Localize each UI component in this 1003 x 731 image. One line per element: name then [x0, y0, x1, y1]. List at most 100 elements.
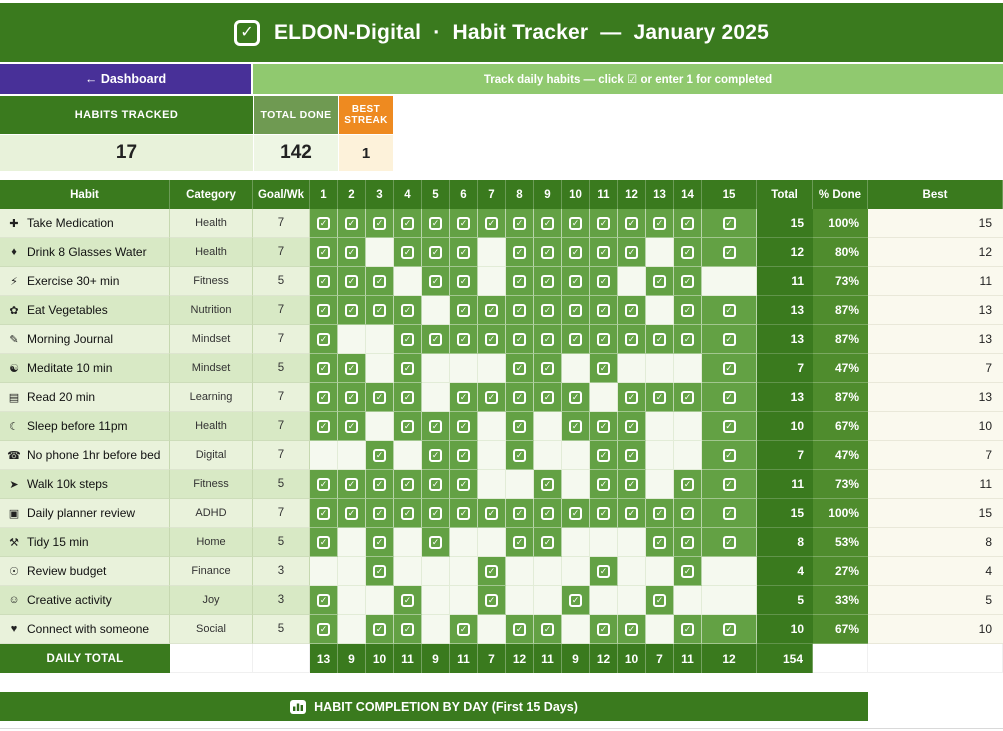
day-cell-6[interactable]	[450, 325, 478, 354]
day-cell-8[interactable]	[506, 470, 534, 499]
day-cell-4[interactable]	[394, 383, 422, 412]
day-cell-9[interactable]	[534, 412, 562, 441]
day-cell-3[interactable]	[366, 412, 394, 441]
day-cell-13[interactable]	[646, 209, 674, 238]
day-cell-5[interactable]	[422, 238, 450, 267]
day-cell-13[interactable]	[646, 238, 674, 267]
day-cell-7[interactable]	[478, 267, 506, 296]
day-cell-10[interactable]	[562, 325, 590, 354]
day-cell-10[interactable]	[562, 412, 590, 441]
day-cell-6[interactable]	[450, 615, 478, 644]
day-cell-14[interactable]	[674, 267, 702, 296]
day-cell-14[interactable]	[674, 615, 702, 644]
day-cell-11[interactable]	[590, 528, 618, 557]
day-cell-6[interactable]	[450, 238, 478, 267]
day-cell-1[interactable]	[310, 557, 338, 586]
day-cell-5[interactable]	[422, 267, 450, 296]
day-cell-9[interactable]	[534, 383, 562, 412]
day-cell-7[interactable]	[478, 557, 506, 586]
day-cell-10[interactable]	[562, 267, 590, 296]
day-cell-3[interactable]	[366, 267, 394, 296]
day-cell-1[interactable]	[310, 412, 338, 441]
day-cell-8[interactable]	[506, 296, 534, 325]
day-cell-15[interactable]	[702, 267, 757, 296]
day-cell-9[interactable]	[534, 499, 562, 528]
day-cell-2[interactable]	[338, 615, 366, 644]
day-cell-5[interactable]	[422, 499, 450, 528]
day-cell-5[interactable]	[422, 441, 450, 470]
day-cell-12[interactable]	[618, 383, 646, 412]
day-cell-10[interactable]	[562, 586, 590, 615]
day-cell-11[interactable]	[590, 499, 618, 528]
day-cell-9[interactable]	[534, 296, 562, 325]
day-cell-10[interactable]	[562, 383, 590, 412]
day-cell-15[interactable]	[702, 209, 757, 238]
day-cell-2[interactable]	[338, 412, 366, 441]
day-cell-4[interactable]	[394, 557, 422, 586]
day-cell-2[interactable]	[338, 296, 366, 325]
day-cell-4[interactable]	[394, 209, 422, 238]
day-cell-1[interactable]	[310, 267, 338, 296]
day-cell-10[interactable]	[562, 615, 590, 644]
day-cell-1[interactable]	[310, 209, 338, 238]
day-cell-2[interactable]	[338, 557, 366, 586]
day-cell-6[interactable]	[450, 441, 478, 470]
day-cell-11[interactable]	[590, 267, 618, 296]
day-cell-6[interactable]	[450, 383, 478, 412]
day-cell-15[interactable]	[702, 383, 757, 412]
day-cell-12[interactable]	[618, 615, 646, 644]
day-cell-3[interactable]	[366, 528, 394, 557]
day-cell-8[interactable]	[506, 557, 534, 586]
day-cell-3[interactable]	[366, 586, 394, 615]
day-cell-2[interactable]	[338, 383, 366, 412]
day-cell-14[interactable]	[674, 296, 702, 325]
day-cell-12[interactable]	[618, 499, 646, 528]
day-cell-4[interactable]	[394, 499, 422, 528]
day-cell-15[interactable]	[702, 354, 757, 383]
day-cell-14[interactable]	[674, 209, 702, 238]
day-cell-13[interactable]	[646, 615, 674, 644]
day-cell-5[interactable]	[422, 383, 450, 412]
day-cell-4[interactable]	[394, 412, 422, 441]
day-cell-9[interactable]	[534, 586, 562, 615]
day-cell-10[interactable]	[562, 354, 590, 383]
day-cell-9[interactable]	[534, 325, 562, 354]
day-cell-7[interactable]	[478, 383, 506, 412]
day-cell-6[interactable]	[450, 412, 478, 441]
day-cell-5[interactable]	[422, 586, 450, 615]
dashboard-button[interactable]: ← Dashboard	[0, 64, 253, 94]
day-cell-6[interactable]	[450, 470, 478, 499]
day-cell-15[interactable]	[702, 528, 757, 557]
day-cell-9[interactable]	[534, 267, 562, 296]
day-cell-14[interactable]	[674, 557, 702, 586]
day-cell-10[interactable]	[562, 209, 590, 238]
day-cell-6[interactable]	[450, 354, 478, 383]
day-cell-5[interactable]	[422, 209, 450, 238]
day-cell-13[interactable]	[646, 296, 674, 325]
day-cell-7[interactable]	[478, 470, 506, 499]
day-cell-3[interactable]	[366, 209, 394, 238]
day-cell-5[interactable]	[422, 354, 450, 383]
day-cell-12[interactable]	[618, 586, 646, 615]
day-cell-13[interactable]	[646, 441, 674, 470]
day-cell-5[interactable]	[422, 528, 450, 557]
day-cell-9[interactable]	[534, 354, 562, 383]
day-cell-1[interactable]	[310, 470, 338, 499]
day-cell-3[interactable]	[366, 325, 394, 354]
day-cell-11[interactable]	[590, 441, 618, 470]
day-cell-13[interactable]	[646, 470, 674, 499]
day-cell-14[interactable]	[674, 354, 702, 383]
day-cell-8[interactable]	[506, 383, 534, 412]
day-cell-1[interactable]	[310, 238, 338, 267]
day-cell-2[interactable]	[338, 267, 366, 296]
day-cell-15[interactable]	[702, 557, 757, 586]
day-cell-4[interactable]	[394, 528, 422, 557]
day-cell-4[interactable]	[394, 238, 422, 267]
day-cell-7[interactable]	[478, 296, 506, 325]
day-cell-13[interactable]	[646, 354, 674, 383]
day-cell-10[interactable]	[562, 499, 590, 528]
day-cell-6[interactable]	[450, 528, 478, 557]
day-cell-8[interactable]	[506, 412, 534, 441]
day-cell-2[interactable]	[338, 354, 366, 383]
day-cell-10[interactable]	[562, 238, 590, 267]
